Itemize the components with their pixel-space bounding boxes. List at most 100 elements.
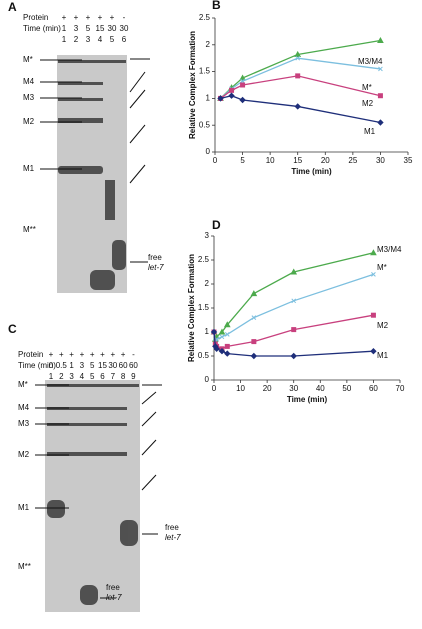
lane-number: 2	[74, 35, 79, 44]
protein-label: Protein	[23, 13, 48, 22]
data-point	[295, 73, 301, 79]
data-point	[290, 352, 297, 360]
series-label: M*	[377, 263, 387, 272]
data-point	[290, 268, 298, 275]
x-tick-label: 0	[213, 156, 218, 165]
y-tick-label: 3	[205, 231, 210, 240]
lane-protein: +	[69, 350, 74, 359]
data-point	[224, 350, 231, 357]
x-axis-label: Time (min)	[291, 167, 332, 176]
lane-time: 30	[120, 24, 129, 33]
free-label: free	[165, 523, 179, 532]
data-point	[294, 50, 302, 57]
data-point	[228, 92, 235, 99]
data-point	[294, 103, 301, 110]
series-label: M3/M4	[377, 245, 402, 254]
band-label: M1	[23, 164, 35, 173]
band-label: M**	[18, 562, 31, 571]
lane-number: 5	[110, 35, 115, 44]
data-point	[250, 290, 258, 297]
time-label: Time (min)	[23, 24, 61, 33]
data-point	[239, 74, 246, 81]
lane-time: 60	[119, 361, 128, 370]
lane-time: 15	[96, 24, 105, 33]
y-tick-label: 0	[205, 375, 210, 384]
x-tick-label: 10	[236, 384, 245, 393]
lane-number: 6	[122, 35, 127, 44]
panel-letter: C	[8, 322, 17, 336]
lane-time: 60	[129, 361, 138, 370]
series-label: M2	[377, 321, 389, 330]
x-tick-label: 40	[316, 384, 325, 393]
free-label: let-7	[106, 593, 122, 602]
lane-time: 30	[108, 361, 117, 370]
lane-protein: +	[90, 350, 95, 359]
lane-time: 5	[86, 24, 91, 33]
data-point	[218, 328, 226, 335]
lane-number: 8	[121, 372, 126, 381]
lane-number: 9	[131, 372, 136, 381]
y-tick-label: 1	[206, 94, 211, 103]
y-tick-label: 2	[205, 279, 210, 288]
data-point	[213, 345, 220, 353]
lane-protein: +	[80, 350, 85, 359]
lane-number: 2	[59, 372, 64, 381]
data-point	[251, 315, 257, 320]
series-label: M*	[362, 83, 372, 92]
x-tick-label: 30	[289, 384, 298, 393]
band-label: M*	[23, 55, 33, 64]
y-axis-label: Relative Complex Formation	[187, 254, 196, 362]
series-line	[213, 252, 374, 342]
lane-protein: -	[123, 13, 126, 22]
data-point	[291, 327, 297, 333]
y-tick-label: 2	[206, 40, 211, 49]
band-label: M*	[18, 380, 28, 389]
x-tick-label: 0	[212, 384, 217, 393]
free-label: let-7	[148, 263, 164, 272]
data-point	[377, 36, 384, 44]
lane-number: 1	[49, 372, 54, 381]
lane-time: 3	[74, 24, 79, 33]
y-tick-label: 1.5	[199, 67, 211, 76]
data-point	[251, 339, 257, 345]
lane-protein: +	[74, 13, 79, 22]
lane-number: 3	[86, 35, 91, 44]
lane-time: 3	[80, 361, 85, 370]
data-point	[217, 95, 224, 102]
y-tick-label: 2.5	[198, 255, 210, 264]
y-axis-label: Relative Complex Formation	[188, 31, 197, 139]
lane-time: 1	[62, 24, 67, 33]
lane-protein: +	[100, 350, 105, 359]
x-tick-label: 60	[369, 384, 378, 393]
y-tick-label: 1	[205, 327, 210, 336]
lane-protein: -	[132, 350, 135, 359]
series-label: M3/M4	[358, 57, 383, 66]
data-point	[224, 332, 230, 337]
panel-letter: B	[212, 0, 221, 12]
data-point	[377, 119, 384, 126]
data-point	[370, 347, 377, 355]
band-label: M3	[23, 93, 35, 102]
data-point	[239, 96, 246, 104]
lane-time: 30	[108, 24, 117, 33]
lane-number: 7	[111, 372, 116, 381]
gel-bands	[47, 384, 139, 605]
x-tick-label: 25	[348, 156, 357, 165]
data-point	[370, 312, 376, 318]
band-label: M3	[18, 419, 30, 428]
lane-time: 15	[98, 361, 107, 370]
gel-bands	[58, 60, 126, 290]
lane-protein: +	[110, 13, 115, 22]
panel-letter: D	[212, 218, 221, 232]
lane-protein: +	[98, 13, 103, 22]
data-point	[370, 249, 377, 256]
x-tick-label: 70	[396, 384, 405, 393]
lane-number: 4	[98, 35, 103, 44]
lane-time: 0	[49, 361, 54, 370]
x-tick-label: 20	[263, 384, 272, 393]
data-point	[210, 328, 218, 336]
lane-protein: +	[62, 13, 67, 22]
data-point	[223, 321, 231, 328]
data-point	[229, 87, 235, 93]
gel-arrows	[100, 384, 162, 599]
